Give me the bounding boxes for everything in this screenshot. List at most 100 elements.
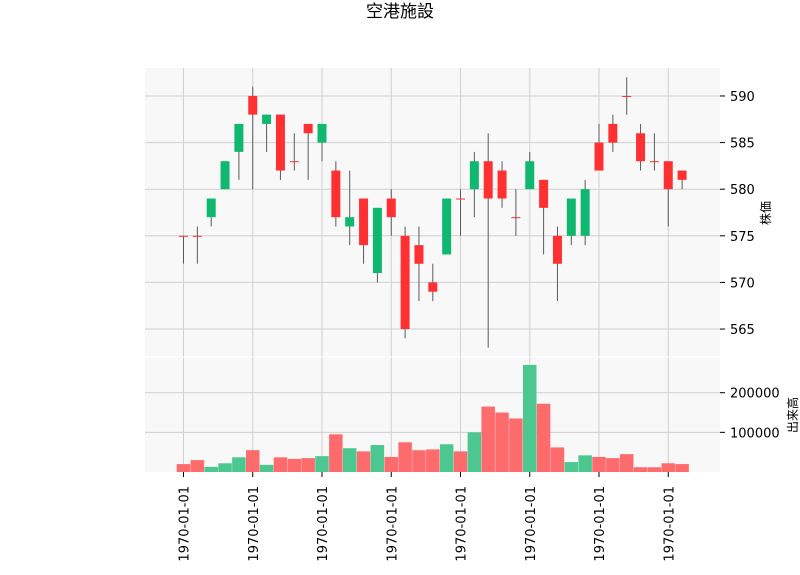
candle	[359, 198, 369, 264]
volume-bar	[619, 454, 634, 472]
x-tick-label: 1970-01-01	[524, 486, 539, 562]
candle-body	[372, 207, 382, 274]
volume-bar	[564, 462, 579, 472]
candle-body	[248, 95, 258, 115]
candle	[456, 189, 465, 236]
volume-bar	[301, 458, 315, 472]
candle	[386, 189, 396, 236]
candle	[414, 226, 424, 302]
candle-body	[220, 161, 230, 190]
candle	[566, 198, 576, 246]
candle	[372, 207, 382, 283]
volume-bar	[633, 467, 648, 472]
candle	[428, 263, 438, 302]
volume-axis: 100000 200000	[720, 387, 780, 441]
volume-bar	[273, 457, 288, 472]
x-tick-label: 1970-01-01	[593, 486, 608, 562]
volume-bar	[453, 451, 468, 472]
candle	[539, 179, 549, 255]
volume-bar	[481, 406, 495, 472]
candles	[179, 77, 687, 348]
candle	[275, 114, 285, 180]
candle-body	[456, 198, 465, 200]
volume-bar	[398, 442, 412, 472]
candle	[594, 123, 604, 171]
candle-body	[179, 235, 188, 237]
candle	[580, 179, 590, 246]
candle	[303, 123, 313, 180]
x-tick-label: 1970-01-01	[247, 486, 262, 562]
volume-axis-label: 出来高	[785, 397, 800, 433]
volume-bar	[384, 456, 398, 472]
candle	[262, 114, 272, 152]
candle-body	[636, 133, 646, 162]
x-tick-label: 1970-01-01	[455, 486, 470, 562]
volume-bar	[647, 467, 662, 472]
candle	[552, 226, 562, 302]
chart-title: 空港施設	[366, 2, 434, 22]
price-axis: 565 570 575 580 585 590	[720, 90, 755, 338]
x-tick-label: 1970-01-01	[662, 486, 677, 562]
candle-body	[275, 114, 285, 171]
x-tick-label: 1970-01-01	[316, 486, 331, 562]
candle-body	[663, 161, 673, 190]
volume-bar	[523, 364, 537, 472]
candle-body	[580, 189, 590, 236]
price-tick-label: 575	[730, 230, 755, 245]
candle-body	[428, 282, 438, 292]
candle-body	[317, 123, 327, 143]
volume-bar	[315, 456, 329, 472]
candle-body	[414, 245, 424, 264]
candle	[511, 189, 521, 236]
volume-bar	[439, 444, 454, 472]
volume-bar	[661, 463, 675, 472]
candle-body	[539, 179, 549, 208]
x-tick-label: 1970-01-01	[178, 486, 193, 562]
volume-bar	[509, 418, 523, 472]
volume-bar	[232, 457, 246, 472]
candle	[345, 170, 355, 246]
candle-body	[511, 217, 521, 219]
candle-body	[608, 123, 618, 143]
candle-body	[525, 161, 535, 190]
volume-bar	[356, 451, 371, 472]
candle	[636, 123, 646, 171]
candle-body	[442, 198, 452, 255]
volume-bar	[246, 450, 260, 472]
volume-bar	[675, 464, 689, 472]
candle-body	[192, 235, 202, 237]
candle	[649, 133, 659, 171]
candle	[400, 226, 410, 339]
volume-bar	[204, 466, 218, 472]
volume-bar	[176, 464, 191, 472]
candle	[289, 133, 299, 171]
volume-bar	[536, 403, 551, 472]
candle	[622, 77, 632, 115]
candle	[497, 161, 507, 208]
candle-body	[649, 161, 659, 163]
candle-body	[469, 161, 479, 190]
candle	[469, 151, 479, 218]
candle	[677, 170, 687, 190]
volume-tick-label: 100000	[730, 426, 780, 441]
volume-bar	[606, 458, 620, 472]
candle	[442, 198, 452, 255]
candle-body	[262, 114, 272, 124]
volume-bar	[259, 464, 274, 472]
volume-bar	[412, 450, 426, 472]
candle-body	[594, 142, 604, 171]
price-axis-label: 株価	[758, 201, 773, 225]
candle-body	[331, 170, 341, 218]
candle-body	[400, 235, 410, 330]
volume-tick-label: 200000	[730, 387, 780, 402]
candle-body	[289, 161, 299, 163]
candle-body	[622, 95, 632, 97]
candle-body	[552, 235, 562, 264]
candle-body	[359, 198, 369, 246]
volume-bar	[467, 432, 482, 472]
volume-bar	[329, 434, 343, 472]
volume-bar	[218, 463, 232, 472]
x-tick-label: 1970-01-01	[385, 486, 400, 562]
volume-bar	[550, 447, 565, 472]
